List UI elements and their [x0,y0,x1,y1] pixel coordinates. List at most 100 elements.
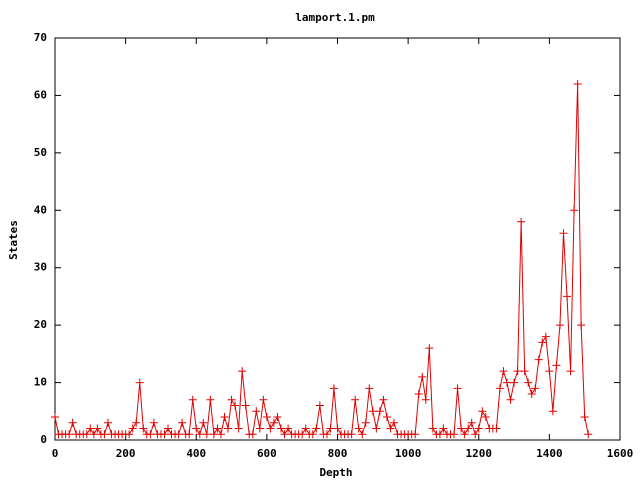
point-marker [259,395,268,404]
point-marker [93,424,102,433]
point-marker [164,424,172,433]
point-marker [82,430,91,439]
point-marker [453,384,462,393]
point-marker [100,430,109,439]
point-marker [418,372,427,381]
point-marker [255,424,264,433]
point-marker [499,367,508,376]
point-marker [139,424,148,433]
x-tick-label: 400 [186,447,206,460]
point-marker [421,395,430,404]
point-marker [326,424,335,433]
point-marker [467,418,476,427]
point-marker [492,424,501,433]
point-marker [541,332,550,341]
point-marker [65,430,74,439]
x-tick-label: 1200 [466,447,493,460]
point-marker [178,418,187,427]
point-marker [195,430,204,439]
x-tick-label: 800 [328,447,348,460]
x-tick-label: 1000 [395,447,422,460]
point-marker [534,355,543,364]
point-marker [51,413,59,422]
point-marker [146,430,155,439]
point-marker [555,321,564,330]
point-marker [524,378,533,387]
point-marker [450,430,459,439]
point-marker [149,418,158,427]
point-marker [86,424,95,433]
x-tick-label: 0 [52,447,59,460]
point-marker [308,430,317,439]
point-marker [545,367,554,376]
point-marker [241,401,250,410]
point-marker [132,418,141,427]
point-marker [566,367,575,376]
point-marker [510,378,519,387]
point-marker [435,430,444,439]
point-marker [531,384,540,393]
y-tick-label: 20 [34,318,47,331]
x-tick-label: 1400 [536,447,563,460]
point-marker [365,384,374,393]
point-marker [481,413,490,422]
point-marker [375,407,384,416]
point-marker [584,430,593,439]
y-tick-label: 60 [34,88,47,101]
point-marker [322,430,331,439]
point-marker [209,430,218,439]
point-marker [174,430,183,439]
point-marker [103,418,112,427]
y-tick-label: 0 [40,433,47,446]
point-marker [520,367,529,376]
point-marker [351,395,360,404]
point-marker [478,407,487,416]
point-marker [284,424,293,433]
y-axis-label: States [7,220,20,260]
y-tick-label: 40 [34,203,47,216]
point-marker [382,413,391,422]
point-marker [231,401,240,410]
point-marker [513,367,522,376]
point-marker [577,321,586,330]
point-marker [199,418,208,427]
point-marker [248,430,257,439]
point-marker [347,430,356,439]
point-marker [517,217,526,226]
point-marker [439,424,448,433]
point-marker [280,430,289,439]
chart-title: lamport.1.pm [295,11,375,24]
point-marker [216,430,225,439]
point-marker [379,395,388,404]
point-marker [298,430,307,439]
point-marker [411,430,420,439]
point-marker [202,430,211,439]
point-marker [329,384,338,393]
point-marker [372,424,381,433]
point-marker [89,430,98,439]
point-marker [559,229,568,238]
point-marker [277,424,285,433]
point-marker [368,407,377,416]
point-marker [361,418,370,427]
point-marker [234,424,243,433]
point-marker [457,424,466,433]
point-marker [495,384,504,393]
point-marker [206,395,215,404]
point-marker [548,407,557,416]
point-marker [460,430,469,439]
point-marker [563,292,572,301]
point-marker [474,424,483,433]
point-marker [471,430,480,439]
point-marker [538,338,547,347]
point-marker [125,430,134,439]
point-marker [354,424,363,433]
point-marker [269,418,278,427]
point-marker [227,395,236,404]
point-marker [315,401,324,410]
point-marker [386,424,395,433]
point-marker [580,413,589,422]
point-marker [192,424,201,433]
point-marker [552,361,561,370]
